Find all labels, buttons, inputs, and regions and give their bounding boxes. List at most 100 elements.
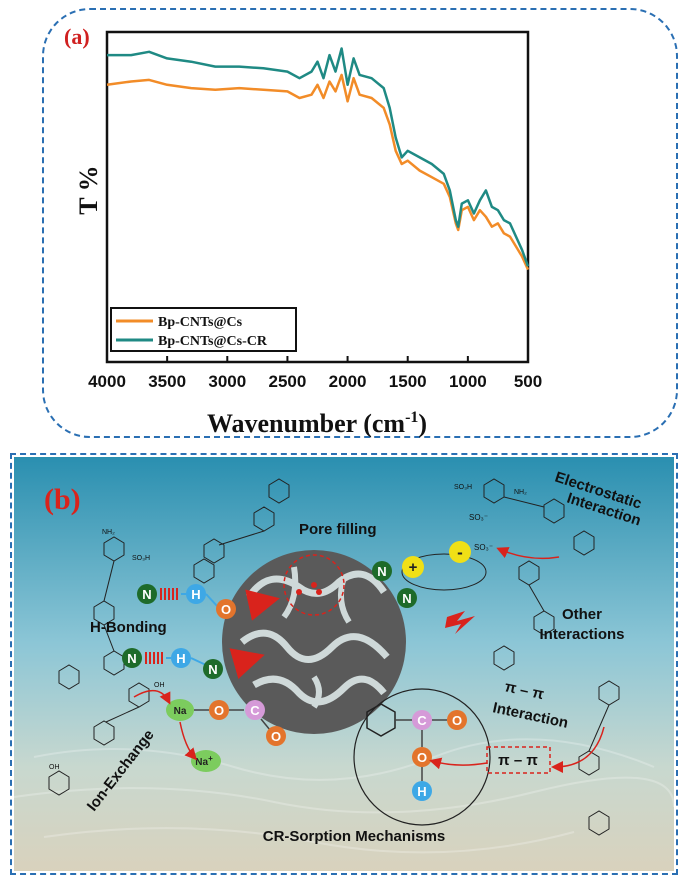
electrostatic-arrow xyxy=(496,547,560,560)
h-bond-row-1: N H O xyxy=(137,584,280,621)
atom-n-label: N xyxy=(127,651,136,666)
atom-n-label: N xyxy=(377,564,386,579)
series-group xyxy=(106,47,530,271)
sodium-ion-label-symbol: Na xyxy=(195,757,208,768)
atom-n xyxy=(122,648,142,668)
pore-dot-3 xyxy=(316,589,322,595)
light-caustics xyxy=(14,738,674,854)
y-axis-label: T % xyxy=(74,165,103,214)
atom-c xyxy=(245,700,265,720)
atom-o xyxy=(216,599,236,619)
dye-text-oh-2: OH xyxy=(154,682,165,689)
atom-o xyxy=(447,710,467,730)
x-tick-label: 4000 xyxy=(88,372,126,391)
atom-h xyxy=(412,781,432,801)
other-interactions-label-1: Other xyxy=(562,606,602,623)
sodium-ion-label-charge: + xyxy=(208,754,213,763)
atom-o-label: O xyxy=(452,713,462,728)
atom-o xyxy=(412,747,432,767)
atom-o-label: O xyxy=(221,602,231,617)
ftir-chart: (a) T % 4000 3500 3000 2500 2000 1500 1000 500 … xyxy=(64,24,542,438)
atom-n xyxy=(372,561,392,581)
pi-pi-group: C O O H π – π xyxy=(353,688,605,826)
atom-o-label: O xyxy=(214,703,224,718)
h-bonding-label: H-Bonding xyxy=(90,619,167,636)
x-tick-label: 3000 xyxy=(208,372,246,391)
x-tick-label: 1000 xyxy=(449,372,487,391)
atom-o xyxy=(266,726,286,746)
pore-dot-2 xyxy=(311,582,317,588)
series-line-1 xyxy=(106,73,530,271)
panel-a-frame xyxy=(42,8,678,438)
pi-pi-box xyxy=(486,746,551,774)
atom-n xyxy=(203,659,223,679)
positive-ion xyxy=(402,556,424,578)
electrostatic-group: + - N N xyxy=(372,541,487,608)
atom-c xyxy=(412,710,432,730)
x-tick-label: 3500 xyxy=(148,372,186,391)
plot-frame xyxy=(105,30,530,364)
atom-c-label: C xyxy=(250,703,260,718)
h-bond-lines xyxy=(160,588,178,600)
other-interactions-label-2: Interactions xyxy=(539,626,624,643)
dye-text-so3-minus-2: SO₃⁻ xyxy=(474,543,493,552)
dye-molecule-right-top xyxy=(483,478,595,556)
dye-text-nh2-2: NH₂ xyxy=(514,489,527,496)
dye-text-so3-minus-1: SO₃⁻ xyxy=(469,513,488,522)
sodium-node xyxy=(166,699,194,721)
legend-label-series-2: Bp-CNTs@Cs-CR xyxy=(158,334,268,349)
x-tick-label: 2000 xyxy=(329,372,367,391)
lightning-icon xyxy=(445,611,475,634)
atom-h-label: H xyxy=(191,587,200,602)
x-axis-label-close: ) xyxy=(418,409,427,438)
x-tick-label: 500 xyxy=(514,372,542,391)
pi-pi-box-label: π – π xyxy=(498,752,538,769)
atom-n xyxy=(397,588,417,608)
dye-text-so3h-2: SO₃H xyxy=(454,484,472,491)
ion-exchange-group: Na Na+ O C O xyxy=(133,689,286,772)
atom-n xyxy=(137,584,157,604)
positive-ion-sign: + xyxy=(409,559,418,576)
x-axis-ticks: 4000 3500 3000 2500 2000 1500 1000 500 xyxy=(88,356,542,391)
atom-n-label: N xyxy=(142,587,151,602)
atom-o-label: O xyxy=(417,750,427,765)
atom-n-label: N xyxy=(402,591,411,606)
negative-ion-sign: - xyxy=(457,543,463,562)
atom-h xyxy=(186,584,206,604)
legend: Bp-CNTs@Cs Bp-CNTs@Cs-CR xyxy=(110,307,297,352)
dye-molecule-right-bottom xyxy=(578,680,620,836)
h-bond-row-2: N H N xyxy=(122,648,265,679)
negative-ion xyxy=(449,541,471,563)
dye-text-oh-1: OH xyxy=(49,764,60,771)
pore-filling-circle xyxy=(283,554,345,616)
sorption-mechanism-illustration: (b) Pore filling xyxy=(14,457,674,871)
atom-o-label: O xyxy=(271,729,281,744)
sodium-ion-node xyxy=(191,750,221,772)
pore-dot-1 xyxy=(296,589,302,595)
sodium-label: Na xyxy=(174,706,187,717)
x-tick-label: 1500 xyxy=(389,372,427,391)
dye-text-nh2-1: NH₂ xyxy=(102,529,115,536)
dye-molecule-top xyxy=(193,478,290,584)
atom-h-label: H xyxy=(417,784,426,799)
sodium-ion-label: Na+ xyxy=(195,754,213,768)
h-bond-lines xyxy=(145,652,163,664)
x-axis-label-sup: -1 xyxy=(405,409,418,426)
atom-c-label: C xyxy=(417,713,427,728)
bottom-title: CR-Sorption Mechanisms xyxy=(263,828,446,845)
panel-b-frame xyxy=(10,453,678,875)
dye-text-so3h-1: SO₃H xyxy=(132,555,150,562)
x-axis-label: Wavenumber (cm-1) xyxy=(207,409,427,438)
atom-n-label: N xyxy=(208,662,217,677)
legend-label-series-1: Bp-CNTs@Cs xyxy=(158,315,243,330)
x-axis-label-main: Wavenumber (cm xyxy=(207,409,405,438)
pore-filling-label: Pore filling xyxy=(299,521,377,538)
pi-pi-circle xyxy=(353,688,491,826)
panel-a-label: (a) xyxy=(64,24,90,49)
atom-h-label: H xyxy=(176,651,185,666)
dye-molecule-left xyxy=(58,536,125,690)
benzene-ring-icon xyxy=(366,703,396,737)
dye-molecule-center-right xyxy=(493,560,555,671)
atom-h xyxy=(171,648,191,668)
legend-box xyxy=(110,307,297,352)
